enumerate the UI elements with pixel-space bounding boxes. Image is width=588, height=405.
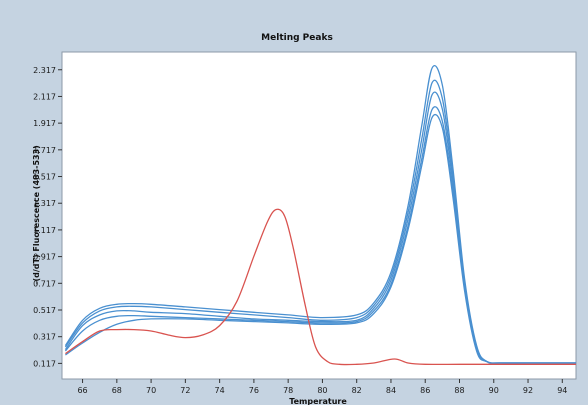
series-line-6: [65, 208, 576, 366]
y-tick-label: 2.117: [33, 92, 56, 101]
series-line-5: [65, 113, 576, 364]
y-tick-label: 0.517: [33, 306, 56, 315]
y-tick-label: 1.317: [33, 199, 56, 208]
x-tick-label: 82: [352, 386, 362, 395]
x-axis: 66 68 70 72 74 76 78 80 82 84 86 88 90 92 94: [77, 379, 567, 395]
x-tick-label: 78: [283, 386, 293, 395]
y-tick-label: 1.117: [33, 226, 56, 235]
x-tick-label: 70: [146, 386, 156, 395]
y-tick-label: 1.517: [33, 173, 56, 182]
x-tick-label: 66: [77, 386, 87, 395]
x-tick-label: 90: [489, 386, 499, 395]
x-tick-label: 74: [215, 386, 225, 395]
x-tick-label: 76: [249, 386, 259, 395]
x-tick-label: 86: [420, 386, 430, 395]
x-axis-label: Temperature: [289, 397, 347, 405]
x-tick-label: 94: [557, 386, 567, 395]
y-tick-label: 2.317: [33, 66, 56, 75]
y-axis-label: -(d/dT) Fluorescence (483-533): [32, 145, 41, 285]
x-tick-label: 68: [112, 386, 122, 395]
x-tick-label: 72: [180, 386, 190, 395]
x-tick-label: 88: [454, 386, 464, 395]
y-axis: 0.117 0.317 0.517 0.717 0.917 1.117 1.317 1.517…: [33, 66, 62, 368]
chart-title: Melting Peaks: [261, 33, 333, 43]
y-tick-label: 0.317: [33, 333, 56, 342]
x-tick-label: 80: [317, 386, 327, 395]
x-tick-label: 84: [386, 386, 396, 395]
y-tick-label: 1.717: [33, 146, 56, 155]
y-tick-label: 0.917: [33, 253, 56, 262]
x-tick-label: 92: [523, 386, 533, 395]
y-tick-label: 0.117: [33, 359, 56, 368]
y-tick-label: 1.917: [33, 119, 56, 128]
y-tick-label: 0.717: [33, 279, 56, 288]
series-layer: [64, 64, 576, 366]
